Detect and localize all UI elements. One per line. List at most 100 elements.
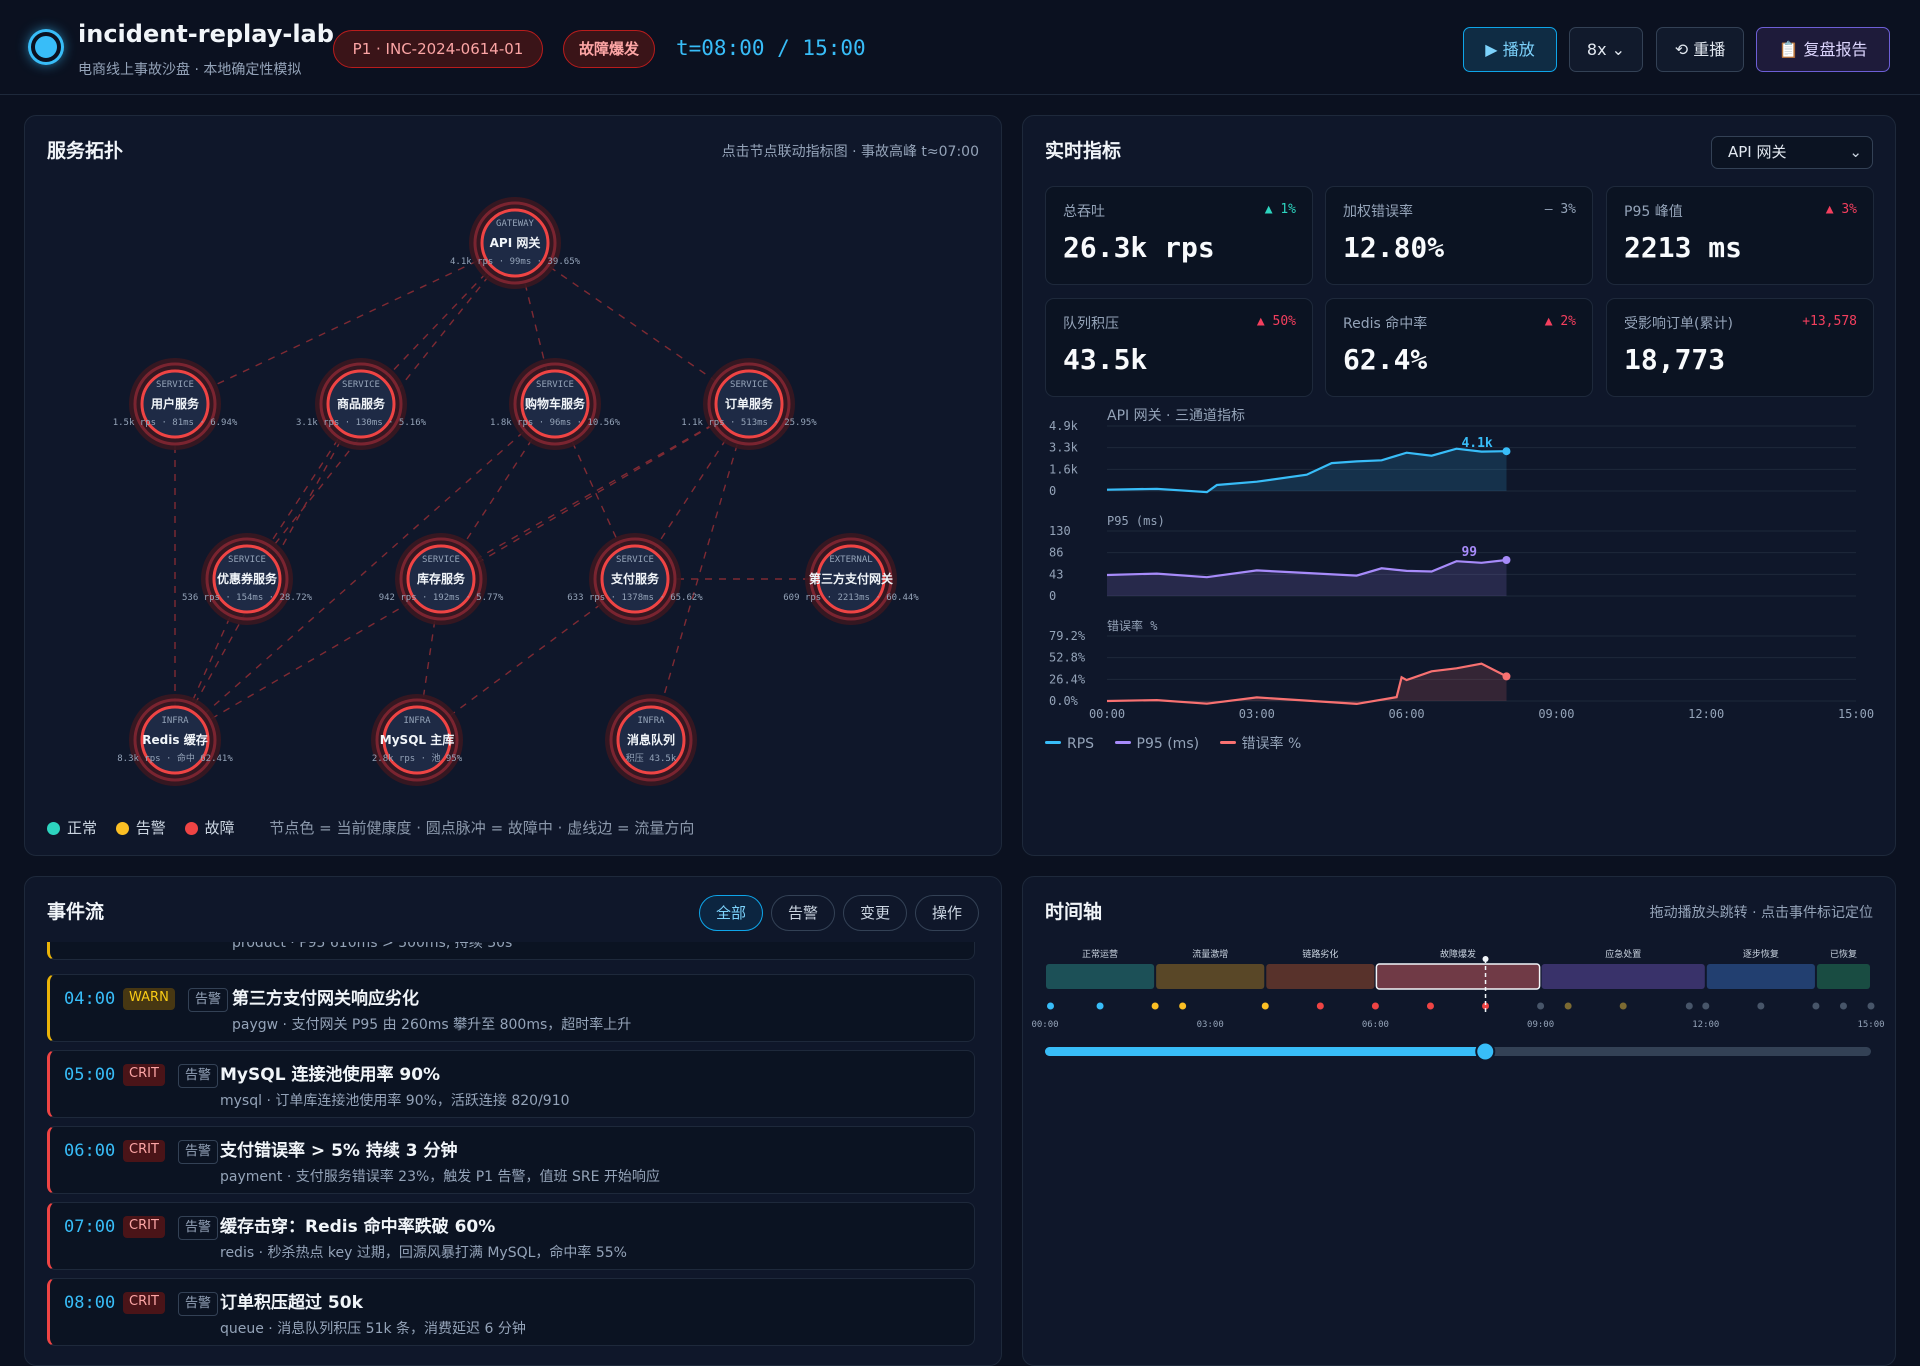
node-core: [714, 369, 784, 439]
topology-edge: [650, 403, 750, 741]
event-item[interactable]: 08:00 CRIT 告警 订单积压超过 50k queue · 消息队列积压 51k …: [47, 1278, 975, 1346]
timeline-event-marker[interactable]: [1179, 1002, 1187, 1010]
node-name: MySQL 主库: [380, 732, 454, 747]
chart-end-label: 4.1k: [1461, 436, 1492, 451]
timeline-event-marker[interactable]: [1839, 1002, 1847, 1010]
timeline-phase[interactable]: [1156, 964, 1265, 989]
event-item[interactable]: 07:00 CRIT 告警 缓存击穿：Redis 命中率跌破 60% redis · 秒…: [47, 1202, 975, 1270]
chart-line-2: [1106, 662, 1507, 706]
app-title: incident-replay-lab: [78, 20, 334, 48]
event-title: 订单积压超过 50k: [220, 1293, 363, 1313]
event-desc: paygw · 支付网关 P95 由 260ms 攀升至 800ms，超时率上升: [232, 1017, 632, 1033]
node-core: [600, 544, 670, 614]
topology-node-cart[interactable]: SERVICE 购物车服务 1.8k rps · 96ms · 10.56%: [490, 358, 621, 450]
node-kind: SERVICE: [616, 555, 654, 565]
node-core: [616, 705, 686, 775]
timeline-event-marker[interactable]: [1685, 1002, 1693, 1010]
chart-legend: RPS P95 (ms) 错误率 %: [1045, 733, 1317, 753]
topology-hint: 点击节点联动指标图 · 事故高峰 t≈07:00: [721, 144, 979, 160]
topology-node-redis[interactable]: INFRA Redis 缓存 8.3k rps · 命中 62.41%: [117, 694, 233, 786]
timeline-event-marker[interactable]: [1812, 1002, 1820, 1010]
topology-node-mq[interactable]: INFRA 消息队列积压 43.5k: [605, 694, 697, 786]
timeline-event-marker[interactable]: [1537, 1002, 1545, 1010]
node-name: API 网关: [490, 235, 541, 250]
legend-p95-label: P95 (ms): [1136, 736, 1200, 752]
report-button[interactable]: 📋 复盘报告: [1756, 27, 1890, 72]
timeline-phase[interactable]: [1541, 964, 1705, 989]
play-button[interactable]: ▶ 播放: [1463, 27, 1557, 72]
event-severity-badge: CRIT: [123, 1216, 165, 1238]
filter-change[interactable]: 变更: [842, 895, 907, 931]
scrubber-handle[interactable]: [1475, 1041, 1496, 1062]
timeline-event-marker[interactable]: [1426, 1002, 1434, 1010]
speed-select[interactable]: 8x ⌄: [1569, 27, 1643, 72]
node-kind: SERVICE: [342, 380, 380, 390]
node-stats: 4.1k rps · 99ms · 39.65%: [450, 257, 581, 267]
timeline-event-marker[interactable]: [1619, 1002, 1627, 1010]
node-name: 优惠券服务: [217, 571, 278, 586]
filter-all[interactable]: 全部: [698, 895, 763, 931]
filter-alert[interactable]: 告警: [770, 895, 835, 931]
timeline-phase[interactable]: [1046, 964, 1155, 989]
event-item[interactable]: 04:00 WARN 告警 第三方支付网关响应劣化 paygw · 支付网关 P95 由…: [47, 974, 975, 1042]
event-item[interactable]: 05:00 CRIT 告警 MySQL 连接池使用率 90% mysql · 订单库连接…: [47, 1050, 975, 1118]
event-feed[interactable]: product · P95 610ms > 500ms, 持续 30s 04:00…: [47, 942, 981, 1365]
legend-normal: 正常: [47, 819, 97, 837]
topology-node-user[interactable]: SERVICE 用户服务 1.5k rps · 81ms · 6.94%: [113, 358, 238, 450]
chart-line-0: [1106, 447, 1507, 494]
chart-panel-label: P95 (ms): [1107, 514, 1165, 528]
timeline-phase-label: 流量激增: [1192, 948, 1228, 960]
chart-y-tick: 130: [1049, 524, 1071, 538]
node-name: 商品服务: [337, 396, 386, 411]
timeline-phase[interactable]: [1706, 964, 1815, 989]
legend-error-line: [1219, 741, 1236, 744]
timeline-event-marker[interactable]: [1702, 1002, 1710, 1010]
timeline-event-marker[interactable]: [1096, 1002, 1104, 1010]
event-title: 第三方支付网关响应劣化: [232, 989, 419, 1009]
timeline-phase[interactable]: [1816, 964, 1870, 989]
node-core: [140, 369, 210, 439]
topology-node-inventory[interactable]: SERVICE 库存服务 942 rps · 192ms · 5.77%: [379, 533, 504, 625]
timeline-tick: 12:00: [1692, 1020, 1719, 1030]
topology-node-product[interactable]: SERVICE 商品服务 3.1k rps · 130ms · 5.16%: [296, 358, 427, 450]
filter-action[interactable]: 操作: [914, 895, 979, 931]
timeline-event-marker[interactable]: [1316, 1002, 1324, 1010]
timeline-event-marker[interactable]: [1757, 1002, 1765, 1010]
event-desc: queue · 消息队列积压 51k 条，消费延迟 6 分钟: [220, 1321, 526, 1337]
service-select[interactable]: API 网关 ⌄: [1711, 136, 1873, 169]
topology-node-gw[interactable]: GATEWAY API 网关 4.1k rps · 99ms · 39.65%: [450, 197, 581, 289]
topology-node-order[interactable]: SERVICE 订单服务 1.1k rps · 513ms · 25.95%: [681, 358, 817, 450]
timeline-event-marker[interactable]: [1151, 1002, 1159, 1010]
events-panel: 事件流 全部 告警 变更 操作 product · P95 610ms > 500ms…: [24, 876, 1002, 1366]
timeline-phase[interactable]: [1375, 963, 1541, 990]
chart-x-tick: 03:00: [1239, 707, 1275, 721]
node-core: [406, 544, 476, 614]
topology-node-payment[interactable]: SERVICE 支付服务 633 rps · 1378ms · 65.62%: [567, 533, 703, 625]
timeline-playhead-knob[interactable]: [1482, 956, 1489, 962]
timeline-event-marker[interactable]: [1261, 1002, 1269, 1010]
event-item[interactable]: 06:00 CRIT 告警 支付错误率 > 5% 持续 3 分钟 payment · 支…: [47, 1126, 975, 1194]
timeline-event-marker[interactable]: [1482, 1002, 1490, 1010]
timeline-track[interactable]: 正常运营 流量激增 链路劣化 故障爆发 应急处置 逐步恢复 已恢复 00:00 03:00 06:…: [1023, 877, 1896, 1366]
event-filters: 全部 告警 变更 操作: [691, 895, 979, 931]
topology-node-coupon[interactable]: SERVICE 优惠券服务 536 rps · 154ms · 28.72%: [182, 533, 313, 625]
timeline-tick: 03:00: [1197, 1020, 1224, 1030]
timeline-event-marker[interactable]: [1371, 1002, 1379, 1010]
replay-button[interactable]: ⟲ 重播: [1656, 27, 1744, 72]
legend-normal-dot: [47, 822, 60, 835]
node-core: [816, 544, 886, 614]
timeline-event-marker[interactable]: [1867, 1002, 1875, 1010]
legend-p95-line: [1114, 741, 1131, 744]
chart-y-tick: 43: [1049, 567, 1063, 581]
event-item-partial[interactable]: product · P95 610ms > 500ms, 持续 30s: [47, 942, 975, 960]
topology-node-mysql[interactable]: INFRA MySQL 主库 2.8k rps · 池 95%: [371, 694, 463, 786]
event-desc: redis · 秒杀热点 key 过期，回源风暴打满 MySQL，命中率 55%: [220, 1245, 627, 1261]
node-kind: INFRA: [403, 716, 431, 726]
node-kind: GATEWAY: [496, 219, 535, 229]
timeline-event-marker[interactable]: [1047, 1002, 1055, 1010]
node-name: 用户服务: [150, 396, 200, 411]
timeline-phase[interactable]: [1266, 964, 1375, 989]
topology-node-paygw[interactable]: EXTERNAL 第三方支付网关 609 rps · 2213ms · 60.44%: [783, 533, 919, 625]
event-severity-badge: WARN: [123, 988, 175, 1010]
timeline-event-marker[interactable]: [1564, 1002, 1572, 1010]
